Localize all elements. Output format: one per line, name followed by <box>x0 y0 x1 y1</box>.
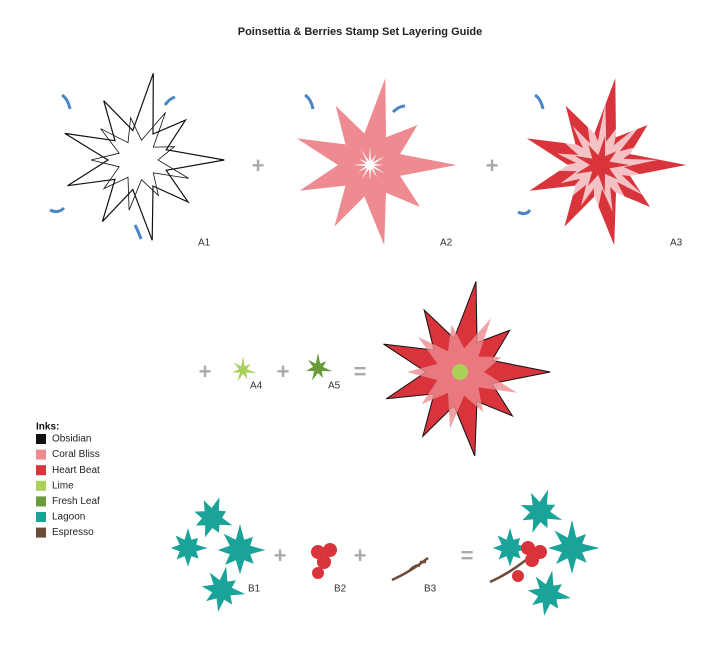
stamp-b3-art <box>391 557 429 582</box>
step-label: A2 <box>440 238 453 249</box>
stamp-b1-art <box>201 566 246 612</box>
ink-name: Obsidian <box>52 434 91 445</box>
stamp-b2-art <box>311 543 337 579</box>
stamp-a4-art <box>232 356 257 382</box>
stamp-b1-art <box>194 497 233 538</box>
ink-swatch <box>36 465 46 476</box>
stamp-b1-art <box>217 524 266 575</box>
final-holly <box>527 570 572 616</box>
step-label: A5 <box>328 381 341 392</box>
ink-name: Coral Bliss <box>52 449 100 460</box>
operator: = <box>354 359 367 384</box>
stamp-a3-art <box>575 135 630 193</box>
step-label: A3 <box>670 238 683 249</box>
step-label: B1 <box>248 584 261 595</box>
operator: + <box>277 359 290 384</box>
step-label: A1 <box>198 238 211 249</box>
stamp-b1-art <box>170 528 208 567</box>
stamp-a2-art <box>352 147 386 181</box>
guide-marks <box>304 93 406 114</box>
title: Poinsettia & Berries Stamp Set Layering … <box>238 26 483 38</box>
ink-name: Lagoon <box>52 512 85 523</box>
final-poinsettia <box>452 364 468 380</box>
operator: + <box>199 359 212 384</box>
final-holly <box>520 489 563 533</box>
operator: + <box>252 153 265 178</box>
final-holly <box>489 559 527 584</box>
final-holly <box>492 528 530 567</box>
ink-list: Obsidian Coral Bliss Heart Beat Lime Fresh L… <box>36 434 100 538</box>
stamp-a5-art <box>306 353 333 381</box>
stamp-a1-art <box>64 73 225 241</box>
ink-swatch <box>36 434 46 444</box>
ink-name: Lime <box>52 480 74 491</box>
operator: + <box>274 543 287 568</box>
inks-heading: Inks: <box>36 422 59 433</box>
ink-name: Espresso <box>52 527 94 538</box>
operator: + <box>354 543 367 568</box>
stamp-a1-art <box>91 112 189 211</box>
ink-swatch <box>36 480 46 491</box>
step-label: B2 <box>334 584 347 595</box>
ink-swatch <box>36 527 46 538</box>
step-label: B3 <box>424 584 437 595</box>
guide-marks <box>49 93 176 240</box>
ink-swatch <box>36 449 46 460</box>
step-label: A4 <box>250 381 263 392</box>
ink-swatch <box>36 496 46 507</box>
guide-marks <box>517 93 545 216</box>
ink-name: Fresh Leaf <box>52 496 100 507</box>
ink-name: Heart Beat <box>52 465 100 476</box>
final-holly <box>512 541 547 582</box>
final-holly <box>548 520 600 574</box>
operator: + <box>486 153 499 178</box>
operator: = <box>461 543 474 568</box>
ink-swatch <box>36 512 46 522</box>
